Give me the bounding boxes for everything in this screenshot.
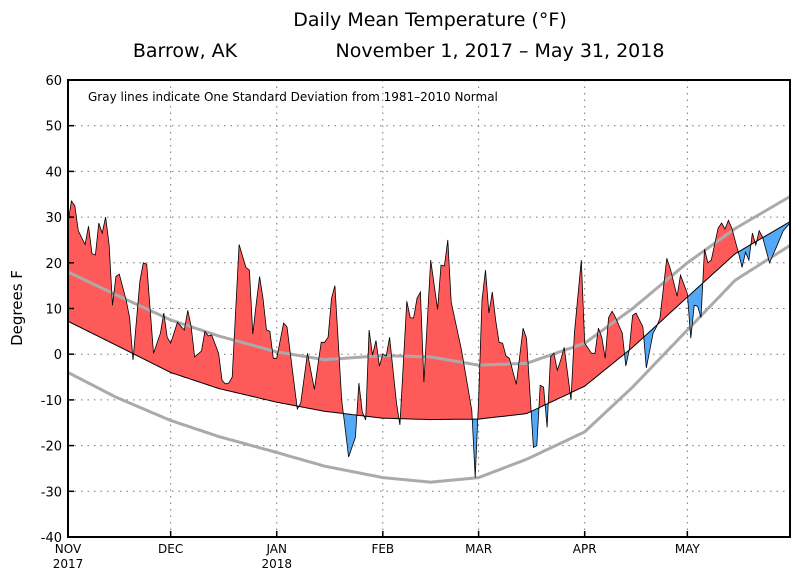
y-tick-label: 60 bbox=[45, 74, 62, 89]
x-tick-year: 2018 bbox=[261, 557, 292, 571]
above-normal-area bbox=[68, 201, 790, 478]
x-tick-year: 2017 bbox=[53, 557, 84, 571]
chart-subtitle-location: Barrow, AK bbox=[133, 40, 238, 62]
chart-subtitle-period: November 1, 2017 – May 31, 2018 bbox=[336, 40, 665, 62]
y-tick-label: 40 bbox=[45, 165, 62, 180]
x-tick-label: FEB bbox=[371, 542, 394, 556]
y-tick-label: 50 bbox=[45, 120, 62, 135]
x-tick-label: APR bbox=[573, 542, 597, 556]
x-tick-label: MAR bbox=[465, 542, 492, 556]
y-tick-label: -20 bbox=[41, 440, 62, 455]
x-tick-label: NOV bbox=[55, 542, 82, 556]
y-axis-label: Degrees F bbox=[8, 270, 26, 346]
std-dev-annotation: Gray lines indicate One Standard Deviati… bbox=[88, 90, 498, 104]
y-tick-label: 0 bbox=[54, 348, 62, 363]
x-tick-label: DEC bbox=[158, 542, 183, 556]
y-tick-label: 30 bbox=[45, 211, 62, 226]
y-tick-label: -10 bbox=[41, 394, 62, 409]
chart-title: Daily Mean Temperature (°F) bbox=[293, 9, 567, 31]
y-tick-label: -30 bbox=[41, 485, 62, 500]
y-tick-label: 20 bbox=[45, 257, 62, 272]
x-tick-label: JAN bbox=[265, 542, 287, 556]
y-tick-label: 10 bbox=[45, 303, 62, 318]
x-tick-label: MAY bbox=[675, 542, 701, 556]
